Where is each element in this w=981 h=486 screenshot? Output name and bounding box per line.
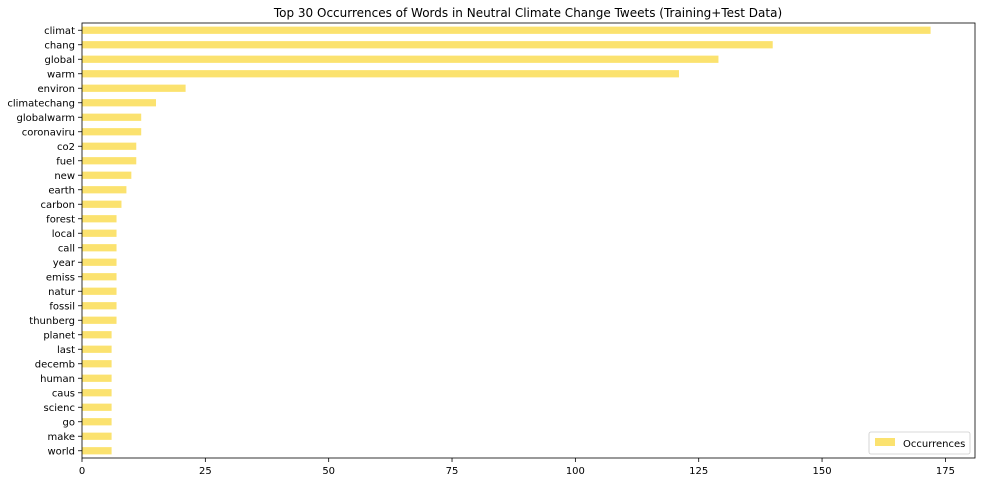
bar-coronaviru xyxy=(82,128,142,136)
y-tick-label: last xyxy=(57,345,75,356)
bar-co2 xyxy=(82,142,137,150)
y-tick-label: fuel xyxy=(56,156,75,167)
legend-box xyxy=(868,431,971,455)
y-tick-label: decemb xyxy=(35,359,75,370)
bar-world xyxy=(82,447,112,455)
y-tick-label: human xyxy=(40,374,75,385)
y-axis: climatchangglobalwarmenvironclimatechang… xyxy=(7,26,82,457)
bar-new xyxy=(82,171,132,179)
bar-carbon xyxy=(82,200,122,208)
y-tick-label: forest xyxy=(46,214,75,225)
y-tick-label: chang xyxy=(44,40,75,51)
x-tick-label: 125 xyxy=(689,466,708,477)
bar-climatechang xyxy=(82,99,157,107)
y-tick-label: climatechang xyxy=(7,98,75,109)
y-tick-label: thunberg xyxy=(29,316,75,327)
y-tick-label: year xyxy=(53,258,76,269)
bar-forest xyxy=(82,215,117,223)
y-tick-label: world xyxy=(47,446,75,457)
y-tick-label: coronaviru xyxy=(22,127,75,138)
y-tick-label: earth xyxy=(48,185,75,196)
bar-year xyxy=(82,258,117,266)
y-tick-label: global xyxy=(45,55,76,66)
bar-fossil xyxy=(82,302,117,310)
chart-title: Top 30 Occurrences of Words in Neutral C… xyxy=(273,6,782,20)
x-tick-label: 100 xyxy=(566,466,585,477)
x-tick-label: 25 xyxy=(199,466,212,477)
bar-climat xyxy=(82,26,931,34)
x-tick-label: 150 xyxy=(813,466,832,477)
y-tick-label: planet xyxy=(43,330,75,341)
y-tick-label: carbon xyxy=(40,200,75,211)
y-tick-label: natur xyxy=(48,287,76,298)
y-tick-label: environ xyxy=(37,84,75,95)
bar-chang xyxy=(82,41,773,49)
y-tick-label: go xyxy=(63,417,75,428)
bar-make xyxy=(82,432,112,440)
y-tick-label: caus xyxy=(52,388,75,399)
legend: Occurrences xyxy=(868,431,971,455)
y-tick-label: make xyxy=(48,432,75,443)
bar-go xyxy=(82,418,112,426)
bar-scienc xyxy=(82,403,112,411)
x-tick-label: 0 xyxy=(79,466,85,477)
bar-fuel xyxy=(82,157,137,165)
bar-thunberg xyxy=(82,316,117,324)
bar-call xyxy=(82,244,117,252)
y-tick-label: globalwarm xyxy=(17,113,75,124)
y-tick-label: fossil xyxy=(49,301,75,312)
bar-decemb xyxy=(82,360,112,368)
bar-local xyxy=(82,229,117,237)
y-tick-label: co2 xyxy=(57,142,75,153)
legend-label: Occurrences xyxy=(903,439,965,450)
y-tick-label: local xyxy=(52,229,75,240)
bar-environ xyxy=(82,84,186,92)
y-tick-label: new xyxy=(54,171,75,182)
bar-planet xyxy=(82,331,112,339)
bars-layer xyxy=(82,26,931,455)
y-tick-label: warm xyxy=(47,69,75,80)
bar-emiss xyxy=(82,273,117,281)
y-tick-label: emiss xyxy=(46,272,75,283)
plot-frame xyxy=(81,22,976,459)
y-tick-label: scienc xyxy=(44,403,75,414)
bar-caus xyxy=(82,389,112,397)
x-tick-label: 175 xyxy=(936,466,955,477)
x-axis: 0 25 50 75 100 125 150 175 xyxy=(79,458,955,477)
bar-globalwarm xyxy=(82,113,142,121)
bar-natur xyxy=(82,287,117,295)
bar-global xyxy=(82,55,719,63)
y-tick-label: call xyxy=(58,243,75,254)
x-tick-label: 75 xyxy=(446,466,459,477)
bar-earth xyxy=(82,186,127,194)
y-tick-label: climat xyxy=(44,26,75,37)
bar-warm xyxy=(82,70,679,78)
bar-last xyxy=(82,345,112,353)
bar-human xyxy=(82,374,112,382)
x-tick-label: 50 xyxy=(322,466,335,477)
legend-swatch xyxy=(875,438,895,446)
